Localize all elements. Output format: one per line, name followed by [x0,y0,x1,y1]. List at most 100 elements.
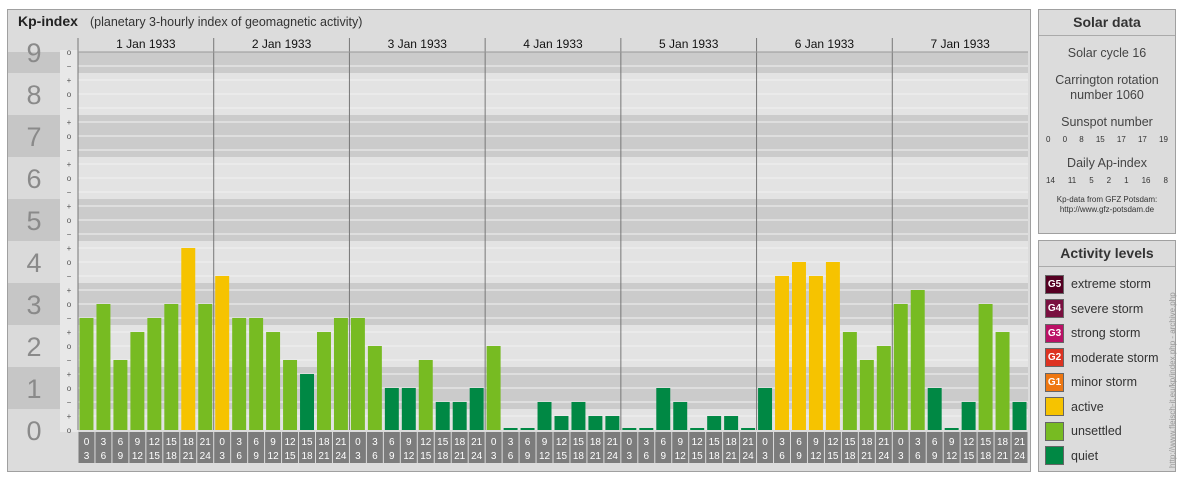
legend-swatch: G2 [1045,348,1064,367]
interval-box [638,432,655,463]
y-minor-tick: + [67,370,72,379]
interval-box [112,432,129,463]
day-label: 1 Jan 1933 [116,37,176,51]
interval-box [163,432,180,463]
kp-label-band [8,409,60,430]
interval-end-label: 24 [471,451,483,462]
interval-box [587,432,604,463]
kp-bar [605,416,620,430]
kp-bar [673,401,688,430]
interval-start-label: 15 [709,437,721,448]
kp-band [78,409,1028,430]
interval-box [197,432,214,463]
interval-start-label: 12 [692,437,704,448]
sunspot-values: 0 0 8 15 17 17 19 [1039,135,1175,144]
interval-box [655,432,672,463]
y-minor-tick: o [67,216,72,225]
interval-start-label: 3 [779,437,785,448]
interval-end-label: 3 [627,451,633,462]
interval-end-label: 15 [420,451,432,462]
interval-end-label: 12 [403,451,415,462]
y-axis-label: 1 [26,374,41,404]
y-minor-tick: − [67,356,72,365]
source-link[interactable]: http://www.gfz-potsdam.de [1059,205,1155,214]
y-minor-tick: − [67,230,72,239]
y-axis-label: 2 [26,332,41,362]
legend-swatch [1045,397,1064,416]
kp-bar [418,359,433,430]
legend-item: quiet [1045,446,1098,466]
interval-end-label: 12 [946,451,958,462]
interval-start-label: 9 [135,437,141,448]
interval-end-label: 9 [118,451,124,462]
legend-label: strong storm [1071,326,1141,340]
credit-text[interactable]: http://www.fleisch-it.eu/kp/index.php - … [1168,292,1177,468]
interval-box [807,432,824,463]
interval-end-label: 18 [301,451,313,462]
interval-end-label: 9 [932,451,938,462]
kp-bar [588,416,603,430]
kp-bar [350,317,365,430]
interval-end-label: 3 [898,451,904,462]
interval-start-label: 12 [420,437,432,448]
interval-end-label: 18 [573,451,585,462]
kp-bar [792,262,806,430]
interval-box [316,432,332,463]
y-minor-tick: − [67,146,72,155]
y-axis-label: 9 [26,38,41,68]
interval-start-label: 18 [997,437,1009,448]
interval-end-label: 21 [454,451,466,462]
kp-label-band [8,283,60,325]
legend-item: G3 strong storm [1045,323,1140,343]
interval-start-label: 15 [166,437,178,448]
day-label: 5 Jan 1933 [659,37,719,51]
legend-item: G5 extreme storm [1045,274,1151,294]
interval-end-label: 9 [660,451,666,462]
interval-end-label: 9 [253,451,259,462]
y-minor-tick: + [67,244,72,253]
y-minor-tick: − [67,272,72,281]
interval-start-label: 0 [627,437,633,448]
interval-start-label: 6 [932,437,938,448]
sunspot-value: 0 [1046,135,1051,144]
kp-bar [486,346,501,430]
legend-item: active [1045,397,1104,417]
day-label: 4 Jan 1933 [523,37,583,51]
interval-box [774,432,790,463]
y-minor-tick: + [67,328,72,337]
interval-box [858,432,875,463]
day-label: 7 Jan 1933 [930,37,990,51]
sunspot-value: 17 [1137,135,1147,144]
interval-start-label: 18 [861,437,873,448]
interval-start-label: 9 [270,437,276,448]
interval-start-label: 6 [253,437,259,448]
legend-swatch: G1 [1045,372,1064,392]
interval-start-label: 6 [796,437,802,448]
interval-end-label: 9 [796,451,802,462]
kp-bar [537,401,552,430]
interval-end-label: 12 [675,451,687,462]
interval-box [248,432,265,463]
y-axis-label: 6 [26,164,41,194]
interval-end-label: 18 [166,451,178,462]
interval-box [265,432,282,463]
interval-start-label: 18 [590,437,602,448]
interval-start-label: 12 [827,437,839,448]
interval-box [95,432,112,463]
y-minor-tick: + [67,412,72,421]
interval-start-label: 15 [301,437,313,448]
interval-end-label: 15 [692,451,704,462]
kp-bar [758,388,773,430]
interval-end-label: 6 [779,451,785,462]
ap-value: 1 [1124,176,1129,185]
interval-start-label: 21 [878,437,890,448]
legend-item: G1 minor storm [1045,372,1137,392]
legend-label: severe storm [1071,301,1144,316]
interval-start-label: 3 [372,437,378,448]
interval-end-label: 6 [508,451,514,462]
interval-end-label: 12 [268,451,280,462]
interval-start-label: 9 [813,437,819,448]
interval-box [434,432,451,463]
interval-end-label: 15 [149,451,161,462]
y-minor-tick: + [67,160,72,169]
